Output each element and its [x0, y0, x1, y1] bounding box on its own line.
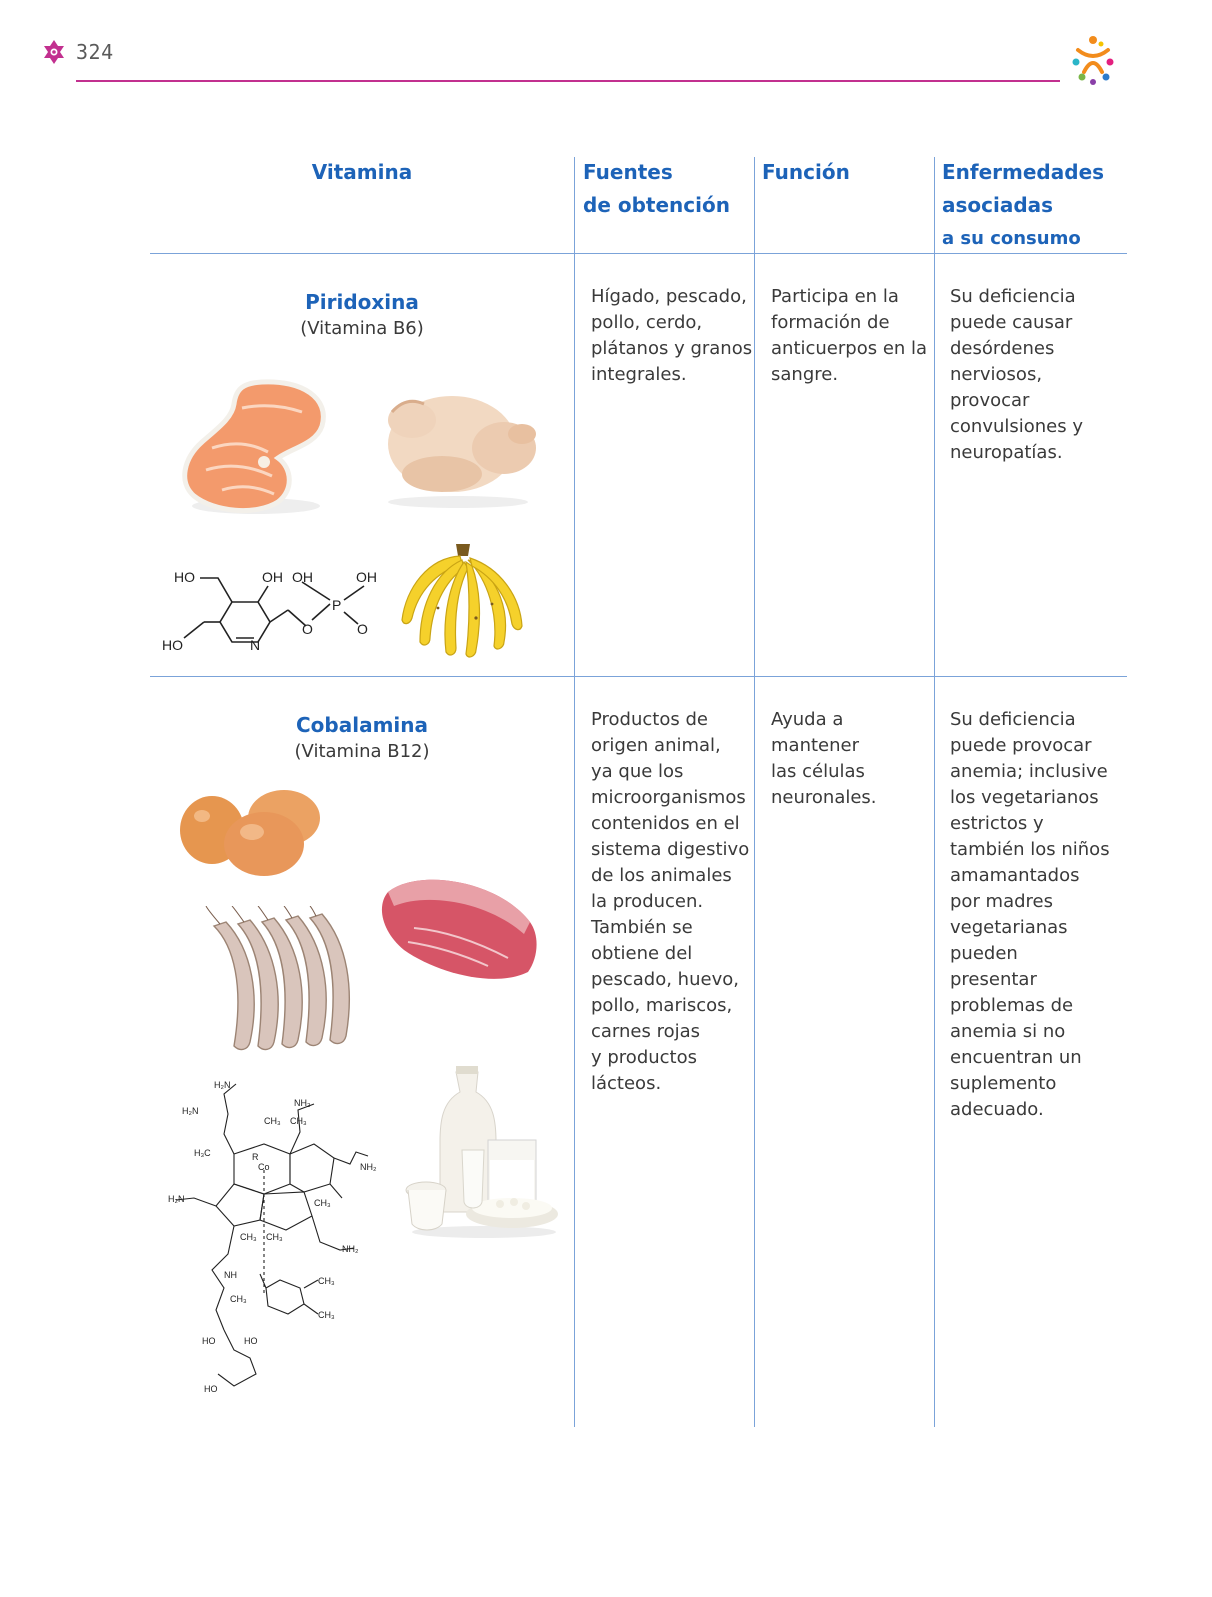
svg-text:HO: HO [204, 1384, 218, 1394]
column-header-vitamina: Vitamina [311, 160, 413, 184]
svg-text:R: R [252, 1152, 259, 1162]
column-divider [574, 157, 575, 1427]
svg-text:CH₃: CH₃ [230, 1294, 247, 1304]
vitamin-name: Cobalamina [295, 713, 428, 737]
fuentes-cell: Hígado, pescado, pollo, cerdo, plátanos … [591, 286, 753, 385]
piridoxina-formula-diagram: HO OH OH OH P O O N HO [162, 569, 377, 653]
svg-text:CH₃: CH₃ [290, 1116, 307, 1126]
svg-text:NH₂: NH₂ [360, 1162, 377, 1172]
column-divider [754, 157, 755, 1427]
dairy-image [405, 1066, 558, 1238]
svg-text:N: N [250, 637, 260, 653]
column-header-fuentes: Fuentes de obtención [583, 160, 730, 217]
svg-text:H₂N: H₂N [182, 1106, 199, 1116]
chicken-image [388, 396, 536, 508]
column-header-funcion: Función [762, 160, 850, 184]
beef-image [381, 879, 537, 979]
svg-text:CH₃: CH₃ [266, 1232, 283, 1242]
dancing-figures-logo-icon [1072, 36, 1114, 85]
banana-image [401, 544, 523, 658]
column-divider [934, 157, 935, 1427]
svg-text:CH₃: CH₃ [318, 1310, 335, 1320]
svg-text:HO: HO [162, 637, 183, 653]
svg-text:HO: HO [244, 1336, 258, 1346]
svg-text:CH₃: CH₃ [240, 1232, 257, 1242]
svg-text:CH₃: CH₃ [314, 1198, 331, 1208]
vitamin-subtitle: (Vitamina B12) [294, 741, 430, 762]
svg-text:NH₂: NH₂ [342, 1244, 359, 1254]
svg-text:HO: HO [174, 569, 195, 585]
row-divider [150, 676, 1127, 677]
svg-text:CH₃: CH₃ [264, 1116, 281, 1126]
svg-text:Co: Co [258, 1162, 270, 1172]
svg-text:P: P [332, 597, 341, 613]
svg-text:H₂N: H₂N [214, 1080, 231, 1090]
eggs-image [180, 790, 320, 876]
svg-text:OH: OH [262, 569, 283, 585]
svg-text:HO: HO [202, 1336, 216, 1346]
column-header-enfermedades: Enfermedades asociadas a su consumo [942, 160, 1105, 249]
funcion-cell: Participa en la formación de anticuerpos… [771, 286, 928, 385]
svg-text:OH: OH [292, 569, 313, 585]
shrimp-image [205, 906, 350, 1051]
svg-text:OH: OH [356, 569, 377, 585]
svg-text:NH₂: NH₂ [294, 1098, 311, 1108]
svg-text:O: O [357, 621, 368, 637]
salmon-image [182, 379, 326, 514]
vitamin-name: Piridoxina [305, 290, 419, 314]
fuentes-cell: Productos de origen animal, ya que los m… [591, 709, 750, 1094]
vitamin-subtitle: (Vitamina B6) [300, 318, 424, 339]
svg-text:H₃C: H₃C [194, 1148, 211, 1158]
svg-text:H₂N: H₂N [168, 1194, 185, 1204]
enfermedades-cell: Su deficiencia puede provocar anemia; in… [950, 709, 1110, 1120]
header-row-divider [150, 253, 1127, 254]
page-number: 324 [76, 40, 114, 64]
svg-text:CH₃: CH₃ [318, 1276, 335, 1286]
svg-text:NH: NH [224, 1270, 237, 1280]
ornament-icon [44, 40, 64, 64]
svg-text:O: O [302, 621, 313, 637]
funcion-cell: Ayuda a mantener las células neuronales. [771, 709, 877, 808]
cobalamina-formula-diagram: H₂N H₂N NH₂ NH₂ H₂N H₃C CH₃ CH₃ Co R CH₃… [168, 1080, 377, 1394]
header-rule [76, 80, 1060, 82]
enfermedades-cell: Su deficiencia puede causar desórdenes n… [950, 286, 1084, 463]
